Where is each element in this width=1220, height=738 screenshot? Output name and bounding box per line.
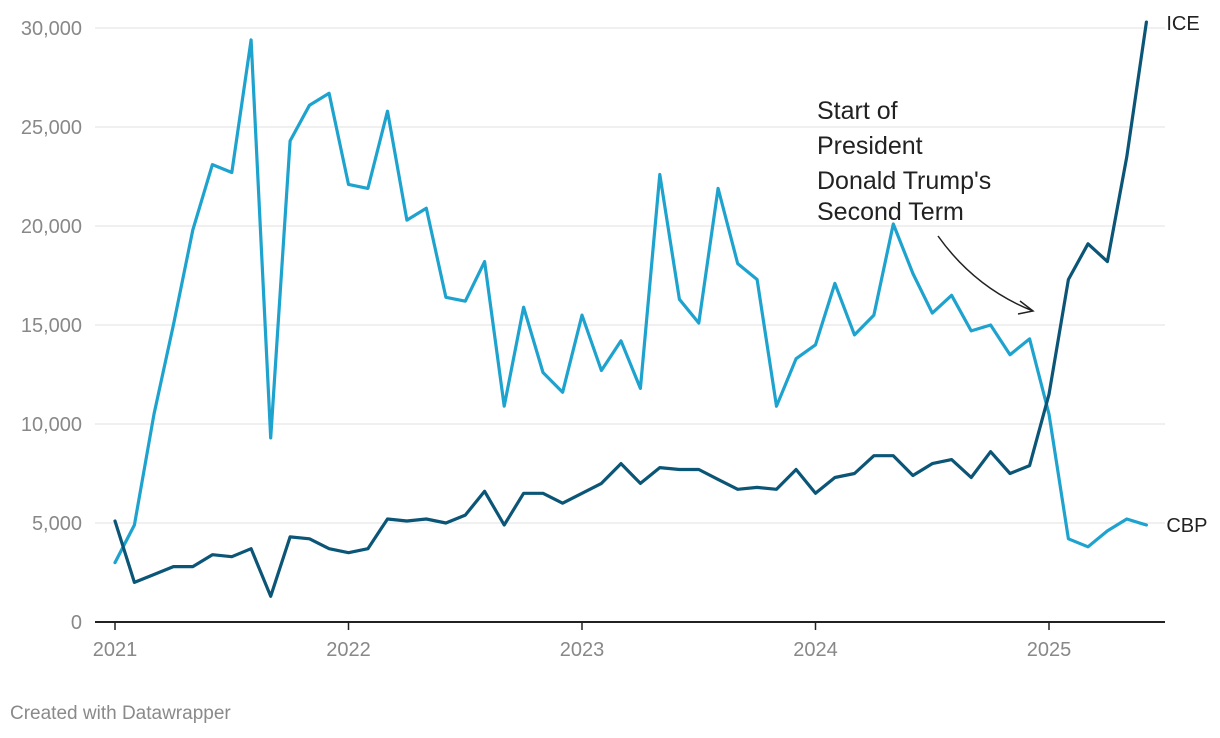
- annotation-arrow: [937, 235, 1034, 312]
- y-tick-label: 0: [71, 612, 82, 634]
- annotation-line-1: Start of: [817, 97, 898, 125]
- series-labels: CBP ICE: [1166, 13, 1207, 537]
- series-label-cbp: CBP: [1166, 515, 1207, 537]
- x-tick-label: 2021: [93, 639, 138, 661]
- series-line-cbp: [113, 38, 1149, 565]
- y-tick-label: 25,000: [21, 117, 82, 139]
- y-tick-label: 5,000: [32, 513, 82, 535]
- series-lines: [113, 20, 1149, 598]
- credit-text: Created with Datawrapper: [10, 703, 231, 724]
- x-tick-label: 2025: [1027, 639, 1072, 661]
- gridlines: [95, 27, 1165, 524]
- y-tick-label: 30,000: [21, 18, 82, 40]
- annotation-arrowhead: [1017, 300, 1035, 315]
- x-tick-label: 2022: [326, 639, 371, 661]
- x-tick-label: 2024: [793, 639, 838, 661]
- y-axis-ticks: 0 5,000 10,000 15,000 20,000 25,000 30,000: [21, 18, 82, 634]
- y-tick-label: 15,000: [21, 315, 82, 337]
- y-tick-label: 20,000: [21, 216, 82, 238]
- series-line-ice: [113, 20, 1149, 598]
- annotation-line-3: Donald Trump's: [817, 167, 991, 195]
- annotation-line-2: President: [817, 132, 923, 160]
- x-tick-label: 2023: [560, 639, 605, 661]
- annotations: Start of President Donald Trump's Second…: [817, 97, 1035, 315]
- y-tick-label: 10,000: [21, 414, 82, 436]
- annotation-line-4: Second Term: [817, 198, 964, 226]
- series-label-ice: ICE: [1166, 13, 1199, 35]
- x-axis-ticks: 2021 2022 2023 2024 2025: [93, 622, 1072, 661]
